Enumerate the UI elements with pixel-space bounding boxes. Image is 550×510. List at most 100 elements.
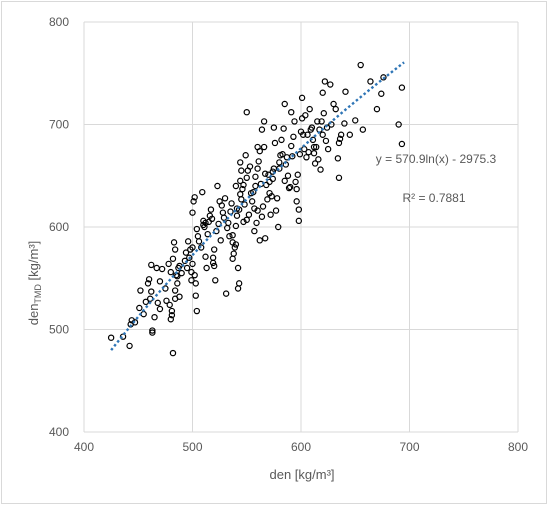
data-point [227, 208, 234, 215]
data-point [235, 280, 243, 287]
data-point [304, 131, 311, 138]
data-point [367, 78, 374, 85]
data-point [310, 143, 318, 151]
data-point [183, 264, 191, 272]
data-point [254, 207, 261, 214]
data-point [332, 105, 339, 113]
data-point [199, 188, 206, 196]
data-point [243, 174, 250, 181]
data-point [271, 139, 279, 147]
data-point [281, 100, 288, 108]
data-point [197, 244, 205, 251]
data-point [312, 143, 320, 151]
data-point [151, 314, 158, 321]
data-point [320, 110, 327, 117]
data-point [321, 78, 329, 85]
data-point [181, 257, 189, 265]
data-point [228, 200, 235, 207]
data-point [260, 143, 268, 151]
data-point [189, 209, 196, 216]
data-point [296, 151, 304, 158]
data-point [252, 173, 259, 180]
data-point [254, 143, 261, 151]
data-point [292, 178, 299, 186]
data-point [156, 305, 164, 313]
data-point [335, 174, 343, 181]
data-point [178, 269, 185, 277]
data-point [240, 181, 247, 189]
data-point [208, 215, 216, 222]
y-tick-label: 600 [49, 220, 69, 234]
data-point [295, 206, 303, 213]
data-point [285, 184, 293, 192]
data-point [189, 260, 196, 268]
data-point [153, 264, 160, 272]
data-point [168, 311, 176, 319]
data-point [193, 225, 201, 233]
data-point [334, 155, 342, 162]
data-point [243, 108, 250, 116]
data-point [231, 244, 239, 251]
data-point [176, 293, 183, 300]
data-point [341, 120, 348, 127]
data-point [319, 131, 326, 138]
data-point [144, 280, 152, 287]
data-point [217, 237, 224, 244]
data-point [126, 342, 133, 350]
data-point [270, 124, 278, 131]
data-point [224, 224, 231, 232]
data-point [245, 211, 253, 218]
data-point [272, 207, 280, 214]
data-point [156, 278, 164, 285]
data-point [335, 139, 343, 147]
data-point [229, 231, 236, 239]
data-point [318, 118, 325, 125]
data-point [258, 126, 266, 133]
x-tick-labels: 400 500 600 700 800 [74, 440, 528, 454]
data-point [169, 255, 177, 262]
data-point [278, 136, 285, 144]
x-tick-label: 600 [291, 440, 311, 454]
data-point [324, 145, 332, 153]
data-point [258, 213, 266, 220]
data-point [330, 100, 337, 108]
data-point [200, 221, 207, 229]
data-point [237, 190, 244, 198]
y-axis-label-sub: TMD [33, 284, 43, 304]
data-point [184, 238, 192, 245]
data-point [305, 148, 312, 156]
data-point [315, 156, 322, 163]
data-point [298, 115, 306, 122]
data-point [293, 198, 300, 205]
data-point [205, 218, 212, 226]
data-point [149, 327, 156, 334]
data-point [279, 151, 286, 158]
data-point [219, 209, 227, 216]
data-point [190, 198, 197, 205]
y-axis-label: denTMD [kg/m³] [26, 241, 43, 326]
x-tick-label: 400 [74, 440, 94, 454]
data-point [186, 254, 193, 261]
data-point [170, 239, 178, 246]
data-point [214, 182, 221, 190]
data-point [195, 238, 203, 245]
data-point [238, 167, 245, 174]
data-point [306, 105, 313, 113]
data-point [352, 117, 359, 124]
data-point [398, 84, 406, 91]
data-point [237, 159, 244, 166]
data-point [255, 158, 262, 165]
data-points [107, 61, 406, 357]
data-point [239, 185, 246, 193]
data-point [169, 349, 177, 357]
data-point [299, 131, 307, 138]
data-point [291, 118, 298, 125]
data-point [269, 168, 276, 175]
data-point [261, 170, 269, 177]
chart-frame: 400 500 600 700 800 400 500 600 700 800 y = 570.… [1, 1, 547, 504]
data-point [286, 183, 294, 191]
data-point [294, 171, 301, 178]
data-point [281, 177, 288, 185]
data-point [276, 165, 283, 172]
data-point [273, 195, 281, 202]
